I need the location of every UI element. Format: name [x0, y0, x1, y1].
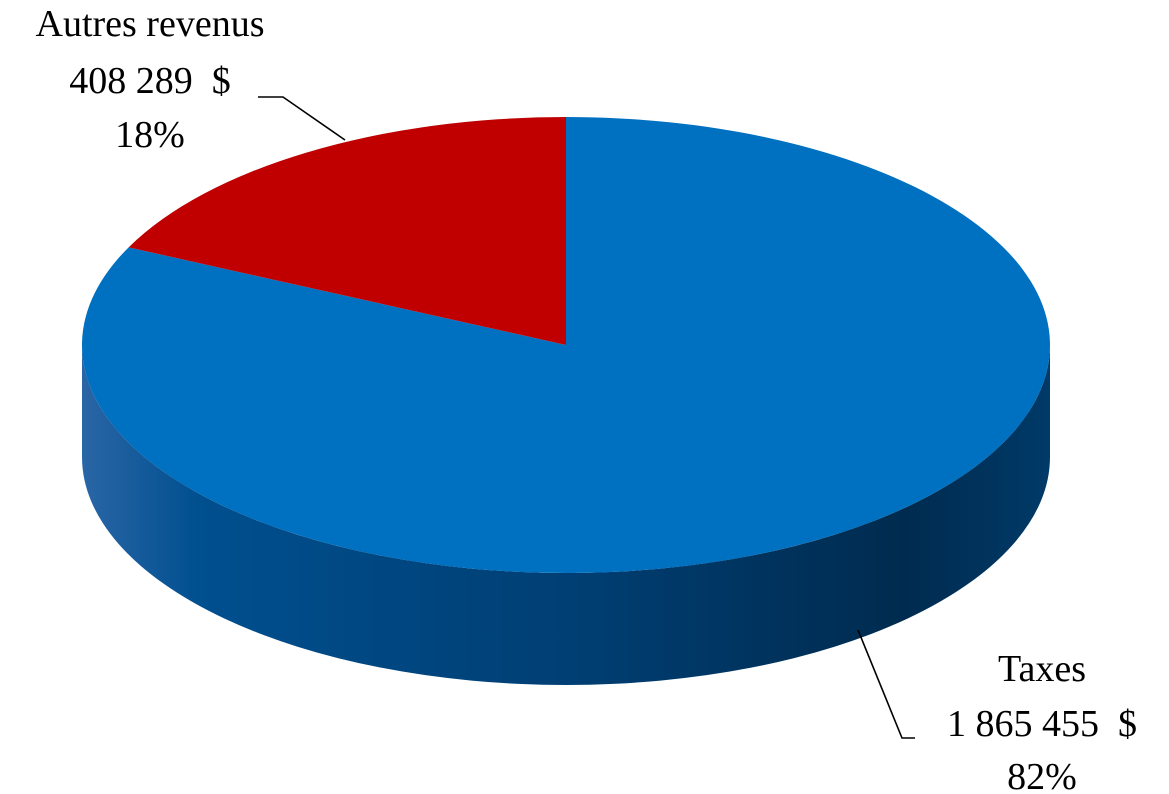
leader-lines — [258, 96, 915, 739]
slice-category-label: Taxes — [998, 648, 1086, 690]
pie-side-layer — [82, 345, 1050, 685]
slice-value-label: 408 289 $ — [69, 60, 231, 102]
pie-slice-autres-revenus — [128, 116, 566, 345]
slice-value-label: 1 865 455 $ — [947, 703, 1137, 745]
data-label-autres-revenus: Autres revenus 408 289 $ 18% — [36, 3, 265, 156]
slice-category-label: Autres revenus — [36, 3, 265, 45]
slice-percent-label: 18% — [115, 114, 185, 156]
leader-line-taxes — [857, 629, 915, 739]
pie-top-layer — [81, 116, 1051, 573]
data-label-taxes: Taxes 1 865 455 $ 82% — [947, 648, 1137, 794]
pie-slice-side-taxes — [82, 345, 1050, 685]
leader-line-autres-revenus — [258, 96, 346, 141]
slice-percent-label: 82% — [1007, 756, 1077, 794]
